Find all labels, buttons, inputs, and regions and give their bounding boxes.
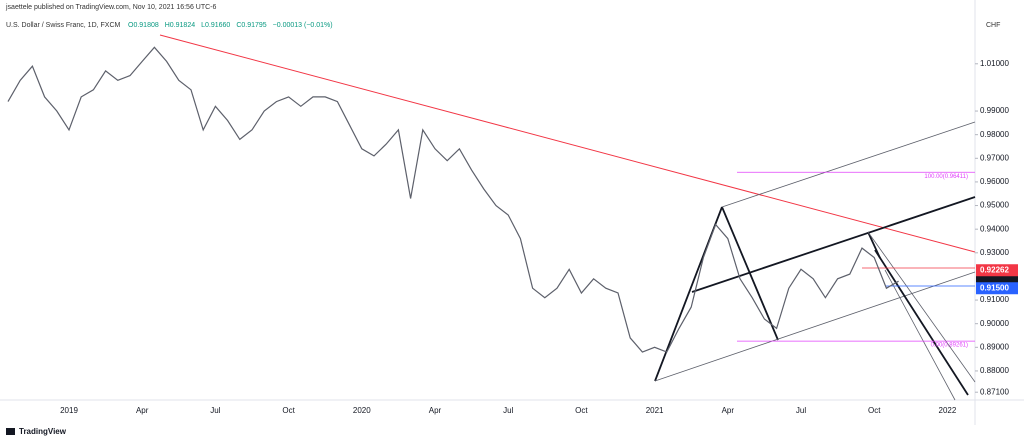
- price-label-box: [976, 282, 1018, 295]
- y-tick-label: 0.98000: [980, 130, 1009, 139]
- y-tick-label: 0.88000: [980, 366, 1009, 375]
- pitchfork-leg: [721, 206, 779, 341]
- y-tick-label: 0.97000: [980, 153, 1009, 162]
- y-tick-label: 0.90000: [980, 319, 1009, 328]
- x-tick-label: Oct: [575, 406, 588, 415]
- x-tick-label: 2020: [353, 406, 371, 415]
- brand: TradingView: [19, 427, 67, 436]
- x-tick-label: Oct: [282, 406, 295, 415]
- channel-line: [654, 271, 976, 382]
- price-label: 0.92262: [980, 265, 1009, 274]
- logo: [6, 428, 15, 435]
- x-tick-label: Apr: [136, 406, 149, 415]
- y-tick-label: 0.96000: [980, 177, 1009, 186]
- fib-label: 0.00(0.89261): [931, 343, 968, 349]
- ohlc-value: H0.91824: [165, 22, 195, 29]
- pitchfork-median: [874, 249, 969, 396]
- symbol-title: U.S. Dollar / Swiss Franc, 1D, FXCM: [6, 22, 121, 29]
- x-tick-label: Apr: [722, 406, 735, 415]
- currency: CHF: [986, 22, 1000, 29]
- price-line: [7, 46, 899, 353]
- x-tick-label: Apr: [429, 406, 442, 415]
- y-tick-label: 0.95000: [980, 201, 1009, 210]
- y-tick-label: 0.87100: [980, 387, 1009, 396]
- x-tick-label: Oct: [868, 406, 881, 415]
- y-tick-label: 0.94000: [980, 224, 1009, 233]
- price-label: 0.91500: [980, 283, 1009, 292]
- ohlc-value: −0.00013 (−0.01%): [273, 22, 333, 29]
- x-tick-label: 2021: [646, 406, 664, 415]
- publisher-note: jsaettele published on TradingView.com, …: [5, 4, 216, 11]
- ohlc-value: L0.91660: [201, 22, 230, 29]
- y-tick-label: 0.91000: [980, 295, 1009, 304]
- x-tick-label: Jul: [503, 406, 513, 415]
- x-tick-label: 2022: [939, 406, 957, 415]
- footer: TradingView: [6, 427, 67, 436]
- price-label-box: [976, 264, 1018, 277]
- x-tick-label: Jul: [210, 406, 220, 415]
- ohlc-value: O0.91808: [128, 22, 159, 29]
- y-tick-label: 1.01000: [980, 59, 1009, 68]
- channel-line: [721, 121, 976, 208]
- fib-label: 100.00(0.96411): [924, 174, 968, 180]
- y-tick-label: 0.93000: [980, 248, 1009, 257]
- channel-line: [867, 231, 976, 383]
- x-tick-label: Jul: [796, 406, 806, 415]
- x-tick-label: 2019: [60, 406, 78, 415]
- y-tick-label: 0.99000: [980, 106, 1009, 115]
- y-tick-label: 0.89000: [980, 342, 1009, 351]
- trend-line: [159, 34, 976, 253]
- ohlc-value: C0.91795: [236, 22, 266, 29]
- channel-line: [884, 269, 956, 401]
